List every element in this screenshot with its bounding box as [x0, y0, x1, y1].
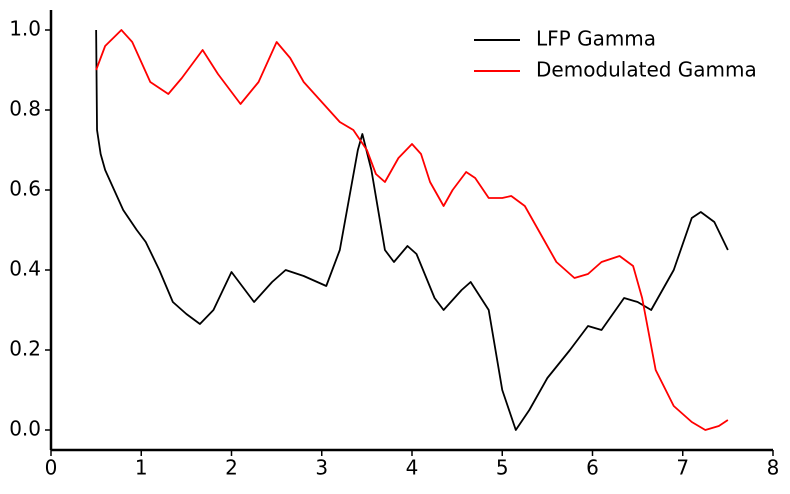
y-tick-label: 0.2 — [9, 337, 41, 361]
x-tick-label: 0 — [45, 456, 58, 480]
x-tick-label: 7 — [676, 456, 689, 480]
legend-label: LFP Gamma — [536, 27, 656, 51]
x-tick-label: 6 — [586, 456, 599, 480]
x-tick-label: 2 — [225, 456, 238, 480]
legend-label: Demodulated Gamma — [536, 58, 757, 82]
x-tick-label: 4 — [406, 456, 419, 480]
x-tick-label: 5 — [496, 456, 509, 480]
x-tick-label: 8 — [767, 456, 780, 480]
y-tick-label: 0.0 — [9, 417, 41, 441]
x-tick-label: 3 — [315, 456, 328, 480]
x-tick-label: 1 — [135, 456, 148, 480]
series-line — [95, 29, 729, 431]
y-tick-label: 0.6 — [9, 177, 41, 201]
y-tick-label: 1.0 — [9, 17, 41, 41]
series-line — [95, 29, 729, 431]
y-tick-label: 0.4 — [9, 257, 41, 281]
y-tick-label: 0.8 — [9, 97, 41, 121]
